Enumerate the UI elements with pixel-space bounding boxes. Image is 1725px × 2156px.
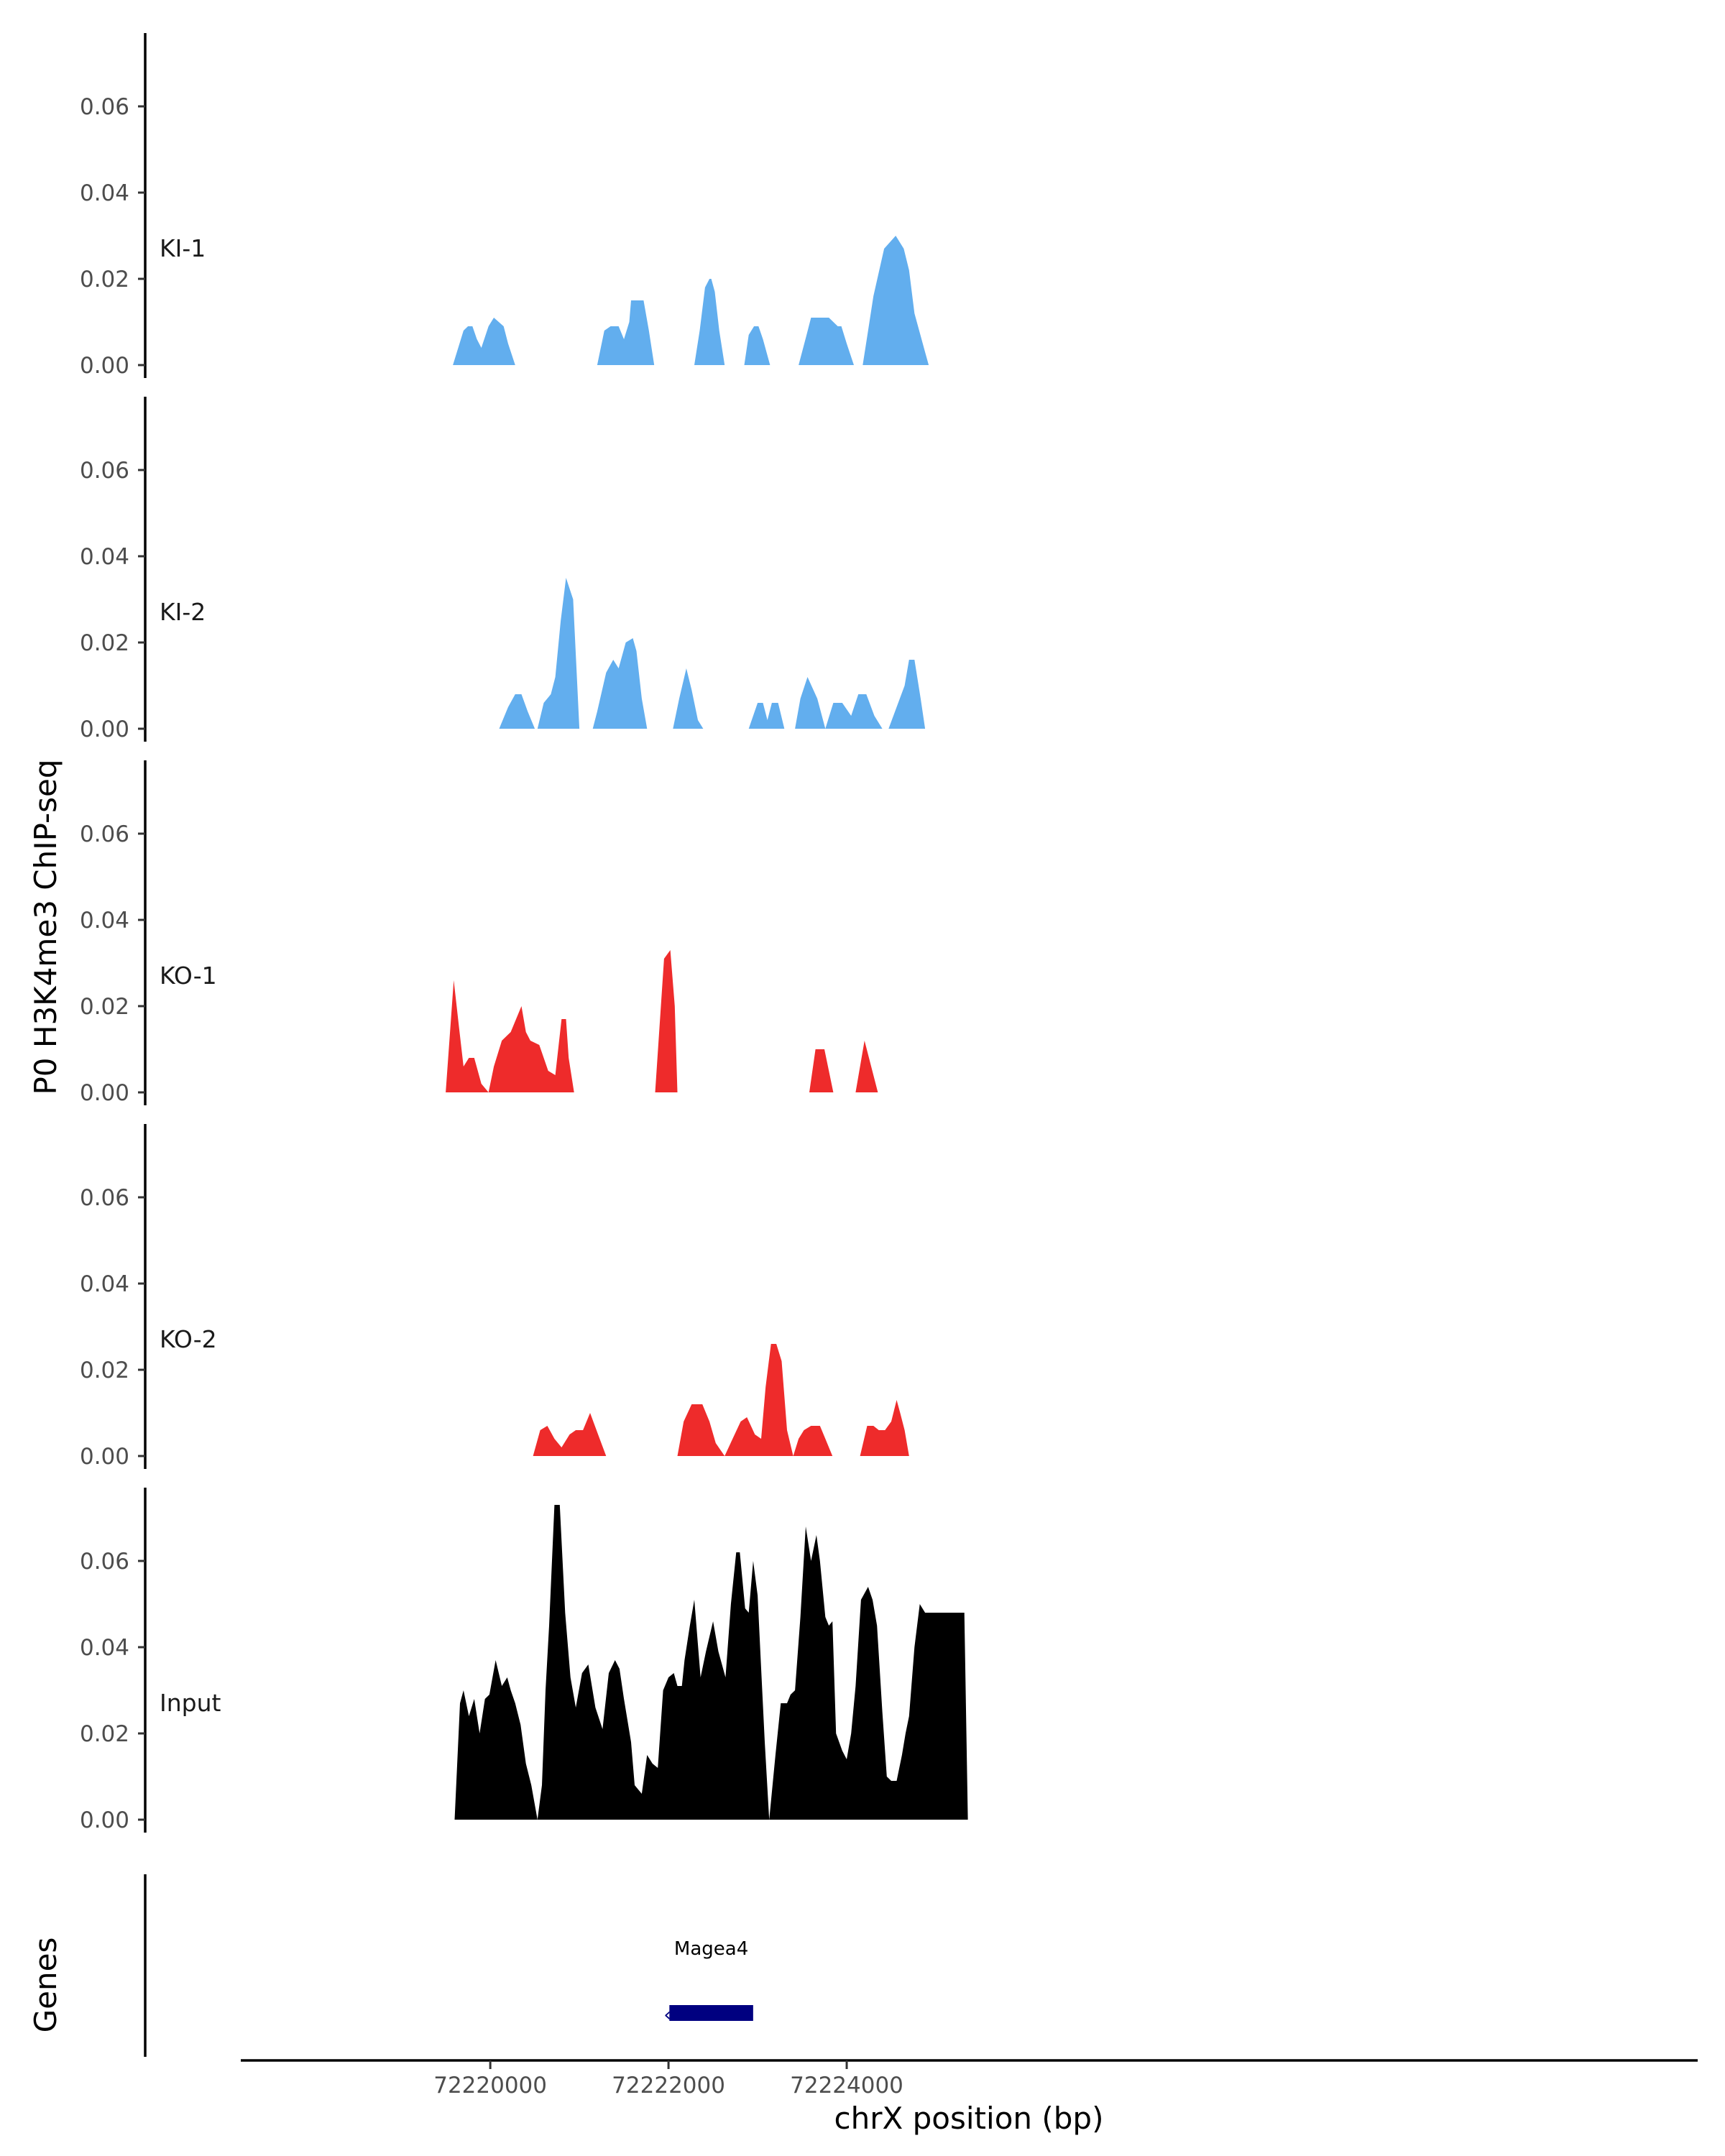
y-tick-label: 0.02: [80, 1721, 129, 1747]
y-tick-label: 0.06: [80, 1549, 129, 1575]
x-axis-title: chrX position (bp): [834, 2101, 1104, 2136]
y-tick-label: 0.04: [80, 1271, 129, 1297]
x-tick-label: 72224000: [790, 2073, 903, 2099]
y-tick-label: 0.04: [80, 1635, 129, 1661]
track-ko-1: 0.00 0.02 0.04 0.06 KO-1: [80, 760, 965, 1106]
track-label: KI-1: [160, 234, 206, 262]
x-axis: 72220000 72222000 72224000: [241, 2059, 1698, 2099]
coverage-area-ko-1: [446, 950, 965, 1092]
track-input: 0.00 0.02 0.04 0.06 Input: [80, 1488, 968, 1833]
genes-panel: Genes ‹ Magea4: [28, 1874, 753, 2057]
chip-seq-tracks: 0.00 0.02 0.04 0.06 KI-1 0.00 0.02 0.04 0.06 KI-2…: [80, 33, 968, 1833]
track-label: KI-2: [160, 598, 206, 626]
gene-body-magea4: [669, 2005, 753, 2021]
y-tick-label: 0.06: [80, 821, 129, 847]
track-ki-2: 0.00 0.02 0.04 0.06 KI-2: [80, 397, 933, 742]
y-tick-label: 0.06: [80, 94, 129, 120]
coverage-area-ko-2: [525, 1344, 965, 1456]
y-tick-label: 0.00: [80, 353, 129, 379]
coverage-area-ki-2: [499, 578, 933, 729]
y-tick-label: 0.02: [80, 267, 129, 292]
coverage-area-input: [454, 1505, 968, 1820]
y-tick-label: 0.00: [80, 1444, 129, 1470]
y-tick-label: 0.02: [80, 630, 129, 656]
y-tick-label: 0.06: [80, 458, 129, 484]
y-tick-label: 0.00: [80, 1807, 129, 1833]
y-axis-title: P0 H3K4me3 ChIP-seq: [28, 759, 63, 1095]
y-tick-label: 0.04: [80, 544, 129, 570]
y-tick-label: 0.00: [80, 1080, 129, 1106]
coverage-area-ki-1: [453, 236, 937, 365]
track-ki-1: 0.00 0.02 0.04 0.06 KI-1: [80, 33, 937, 379]
gene-strand-icon: ‹: [663, 2004, 671, 2026]
y-tick-label: 0.00: [80, 717, 129, 742]
y-tick-label: 0.06: [80, 1185, 129, 1211]
genes-label: Genes: [28, 1938, 63, 2033]
gene-name: Magea4: [674, 1938, 748, 1960]
track-label: KO-2: [160, 1325, 217, 1353]
track-label: KO-1: [160, 962, 217, 990]
y-tick-label: 0.02: [80, 994, 129, 1020]
x-tick-label: 72220000: [433, 2073, 547, 2099]
x-tick-label: 72222000: [612, 2073, 725, 2099]
track-label: Input: [160, 1689, 221, 1717]
track-ko-2: 0.00 0.02 0.04 0.06 KO-2: [80, 1124, 965, 1470]
y-tick-label: 0.04: [80, 908, 129, 934]
y-tick-label: 0.02: [80, 1358, 129, 1383]
y-tick-label: 0.04: [80, 180, 129, 206]
